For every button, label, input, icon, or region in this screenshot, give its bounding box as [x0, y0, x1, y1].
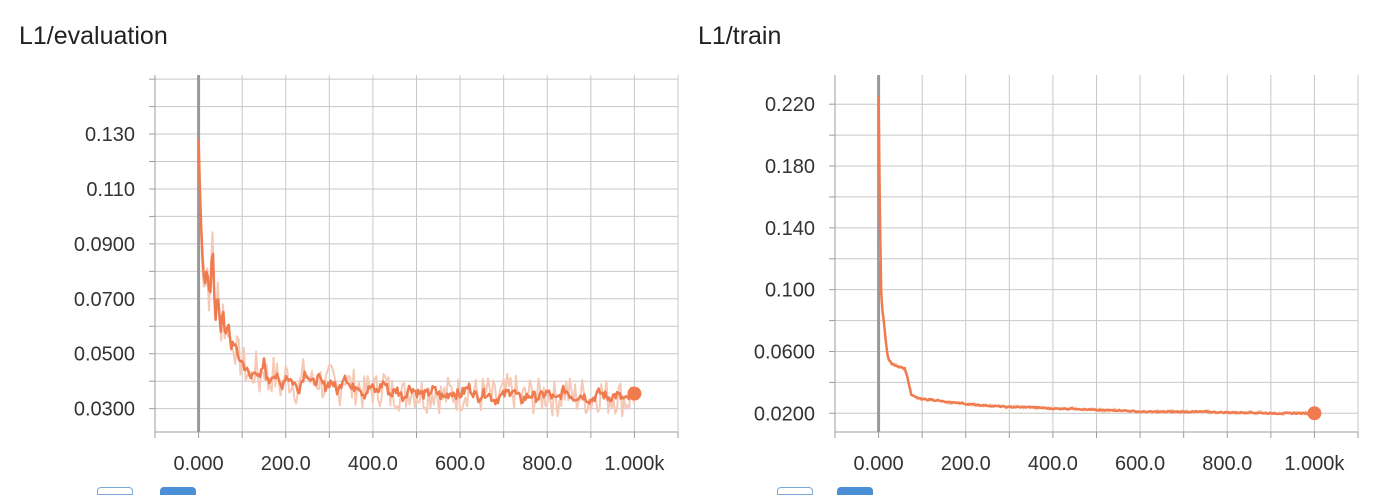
y-tick-label: 0.0200 [754, 403, 815, 425]
series-endpoint-marker [1307, 406, 1322, 421]
x-tick-label: 0.000 [174, 453, 224, 475]
x-tick-label: 0.000 [854, 453, 904, 475]
y-tick-label: 0.100 [765, 280, 815, 302]
toggle-fit-domain-button[interactable] [160, 487, 196, 495]
x-tick-label: 800.0 [522, 453, 572, 475]
chart-title: L1/evaluation [19, 22, 168, 50]
x-tick-label: 400.0 [1028, 453, 1078, 475]
grid [154, 75, 679, 433]
y-tick-label: 0.0500 [74, 344, 135, 366]
toggle-log-scale-button[interactable] [97, 487, 133, 495]
x-tick-label: 200.0 [941, 453, 991, 475]
y-tick-label: 0.0600 [754, 341, 815, 363]
y-tick-label: 0.0700 [74, 289, 135, 311]
y-tick-label: 0.140 [765, 218, 815, 240]
x-tick-label: 400.0 [348, 453, 398, 475]
y-tick-label: 0.180 [765, 156, 815, 178]
y-tick-label: 0.110 [86, 179, 135, 201]
series-line [197, 139, 636, 406]
x-tick-label: 200.0 [261, 453, 311, 475]
y-tick-label: 0.0300 [74, 399, 135, 421]
chart-plot-train[interactable]: 0.000 200.0 400.0 600.0 800.0 1.000k 0.0200 0.0… [680, 0, 1360, 492]
series-endpoint-marker [627, 386, 642, 401]
y-tick-label: 0.130 [85, 124, 135, 146]
x-tick-label: 1.000k [1284, 453, 1345, 475]
chart-card-evaluation: L1/evaluation 0.000 200.0 400.0 600.0 800.0 1… [0, 0, 680, 495]
series-line [877, 96, 1315, 416]
grid [834, 75, 1359, 433]
chart-title: L1/train [698, 22, 782, 50]
y-tick-label: 0.220 [765, 94, 815, 116]
x-tick-label: 800.0 [1202, 453, 1252, 475]
chart-plot-evaluation[interactable]: 0.000 200.0 400.0 600.0 800.0 1.000k 0.0300 0.0… [0, 0, 680, 492]
x-tick-label: 1.000k [604, 453, 665, 475]
x-tick-label: 600.0 [1115, 453, 1165, 475]
y-tick-label: 0.0900 [74, 234, 135, 256]
x-tick-label: 600.0 [435, 453, 485, 475]
toggle-fit-domain-button[interactable] [837, 487, 873, 495]
chart-card-train: L1/train 0.000 200.0 400.0 600.0 800.0 1.000k… [680, 0, 1360, 495]
toggle-log-scale-button[interactable] [777, 487, 813, 495]
